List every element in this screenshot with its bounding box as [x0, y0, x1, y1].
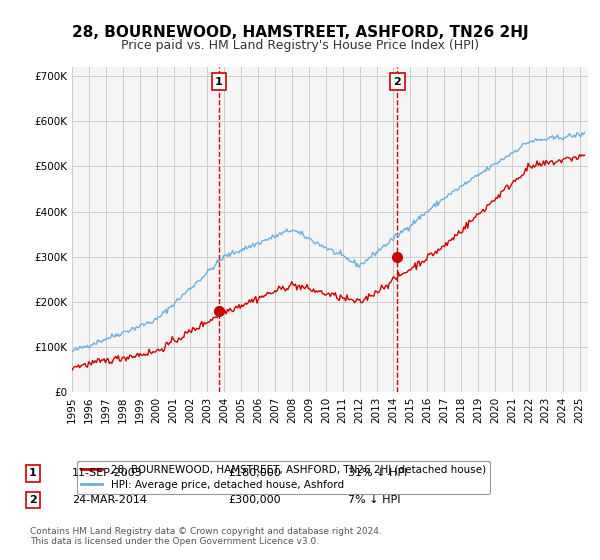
Text: Price paid vs. HM Land Registry's House Price Index (HPI): Price paid vs. HM Land Registry's House …: [121, 39, 479, 52]
Text: 28, BOURNEWOOD, HAMSTREET, ASHFORD, TN26 2HJ: 28, BOURNEWOOD, HAMSTREET, ASHFORD, TN26…: [71, 25, 529, 40]
Text: 2: 2: [29, 495, 37, 505]
Text: £300,000: £300,000: [228, 495, 281, 505]
Text: 31% ↓ HPI: 31% ↓ HPI: [348, 468, 407, 478]
Text: 24-MAR-2014: 24-MAR-2014: [72, 495, 147, 505]
Text: 1: 1: [215, 77, 223, 87]
Text: £180,000: £180,000: [228, 468, 281, 478]
Text: 11-SEP-2003: 11-SEP-2003: [72, 468, 143, 478]
Legend: 28, BOURNEWOOD, HAMSTREET, ASHFORD, TN26 2HJ (detached house), HPI: Average pric: 28, BOURNEWOOD, HAMSTREET, ASHFORD, TN26…: [77, 460, 490, 494]
Text: 7% ↓ HPI: 7% ↓ HPI: [348, 495, 401, 505]
Text: 2: 2: [394, 77, 401, 87]
Text: Contains HM Land Registry data © Crown copyright and database right 2024.
This d: Contains HM Land Registry data © Crown c…: [30, 526, 382, 546]
Text: 1: 1: [29, 468, 37, 478]
